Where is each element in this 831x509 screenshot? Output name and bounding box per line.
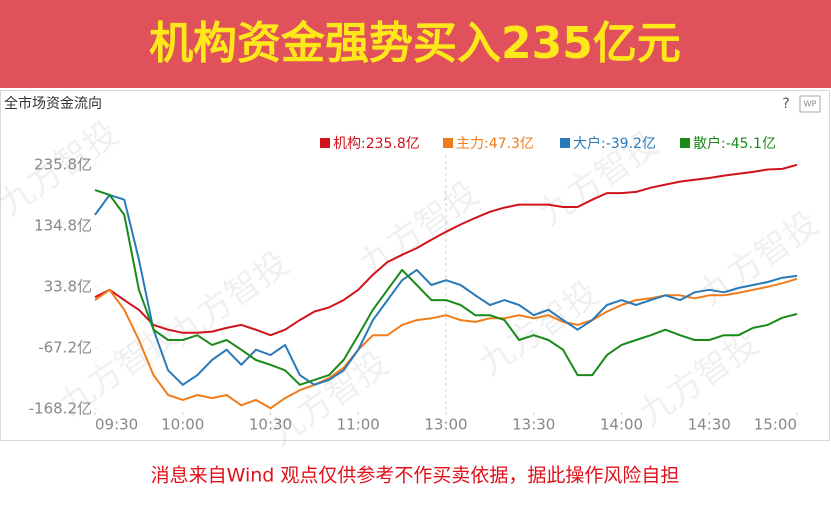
- disclaimer: 消息来自Wind 观点仅供参考不作买卖依据，据此操作风险自担: [151, 465, 680, 487]
- series-line: [94, 277, 798, 410]
- panel-title: 全市场资金流向: [4, 95, 102, 112]
- banner-title: 机构资金强势买入235亿元: [149, 18, 681, 69]
- y-tick-label: -67.2亿: [38, 339, 92, 357]
- series-line: [94, 189, 798, 386]
- x-tick-label: 11:00: [337, 416, 380, 434]
- x-tick-label: 10:30: [249, 416, 292, 434]
- legend-swatch: [560, 138, 570, 148]
- panel: [0, 90, 830, 441]
- y-tick-label: 134.8亿: [34, 216, 92, 234]
- x-tick-label: 15:00: [754, 416, 797, 434]
- legend-label: 主力:47.3亿: [456, 136, 534, 152]
- banner: [0, 0, 831, 88]
- legend-label: 大户:-39.2亿: [573, 135, 656, 152]
- x-tick-label: 10:00: [161, 416, 204, 434]
- legend-swatch: [443, 138, 453, 148]
- y-tick-label: -168.2亿: [29, 400, 92, 418]
- icon-box: [799, 95, 821, 113]
- x-tick-label: 09:30: [95, 416, 138, 434]
- series-line: [94, 193, 798, 386]
- x-tick-label: 14:00: [600, 416, 643, 434]
- legend-label: 机构:235.8亿: [333, 136, 420, 152]
- x-tick-label: 13:00: [424, 416, 467, 434]
- y-tick-label: 235.8亿: [34, 155, 92, 173]
- y-tick-label: 33.8亿: [44, 277, 92, 295]
- x-tick-label: 14:30: [688, 416, 731, 434]
- legend-label: 散户:-45.1亿: [693, 135, 776, 152]
- help-button[interactable]: ?: [782, 96, 789, 112]
- series-line: [94, 163, 798, 337]
- legend-swatch: [320, 138, 330, 148]
- x-tick-label: 13:30: [512, 416, 555, 434]
- legend-swatch: [680, 138, 690, 148]
- wp-icon[interactable]: WP: [804, 100, 817, 109]
